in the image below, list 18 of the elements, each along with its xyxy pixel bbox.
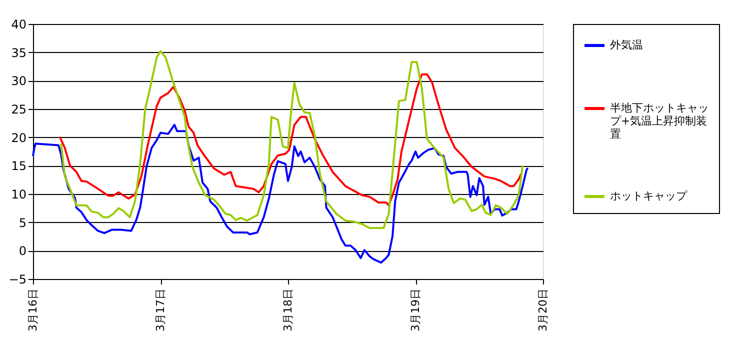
x-tick-label: 3月19日 [409,288,422,332]
y-tick-label: 10 [11,188,26,202]
y-tick-label: 5 [18,216,26,230]
y-tick-label: 40 [11,18,26,32]
y-tick-label: −5 [8,272,26,286]
y-tick-label: 20 [11,130,26,145]
x-tick-label: 3月20日 [536,288,550,332]
x-tick-label: 3月18日 [282,288,294,332]
legend-label: 半地下ホットキャップ+気温上昇抑制装置 [610,102,709,140]
x-tick-label: 3月16日 [26,288,40,332]
legend-label: 外気温 [610,38,643,52]
legend-label: ホットキャップ [610,190,688,202]
y-tick-label: 35 [11,46,26,60]
y-tick-label: 25 [11,102,26,116]
y-tick-label: 0 [18,244,26,258]
y-tick-label: 30 [11,74,26,88]
x-tick-label: 3月17日 [154,288,167,332]
y-tick-label: 15 [11,159,26,174]
